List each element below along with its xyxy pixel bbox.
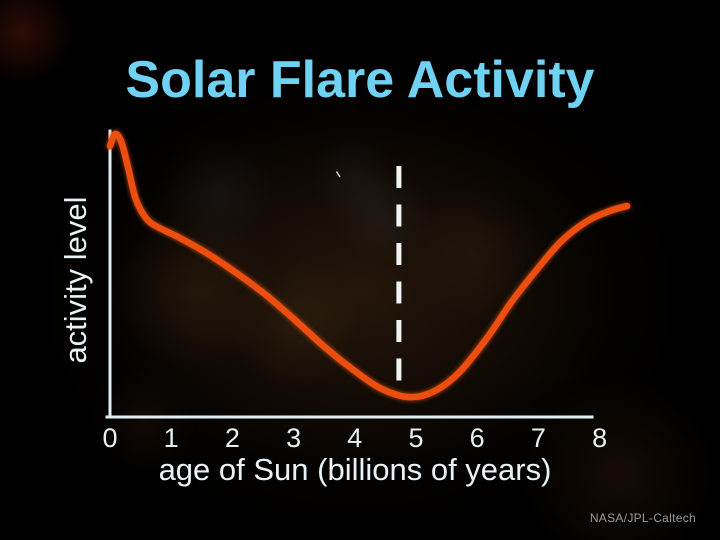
- x-tick-label: 6: [470, 423, 485, 453]
- x-tick-label: 1: [164, 423, 179, 453]
- x-tick-label: 5: [408, 423, 423, 453]
- x-tick-label: 8: [592, 423, 607, 453]
- activity-curve: [106, 130, 631, 401]
- x-tick-label: 0: [102, 423, 117, 453]
- x-axis-label: age of Sun (billions of years): [158, 452, 552, 487]
- x-tick-label: 2: [225, 423, 240, 453]
- x-tick-label: 4: [347, 423, 362, 453]
- x-tick-label: 3: [286, 423, 301, 453]
- x-tick-label: 7: [531, 423, 546, 453]
- slide-title: Solar Flare Activity: [125, 51, 595, 109]
- artifact-speck: [335, 171, 341, 178]
- x-axis-ticks: 0 1 2 3 4 5 6 7 8: [102, 423, 607, 453]
- image-credit: NASA/JPL-Caltech: [589, 511, 696, 525]
